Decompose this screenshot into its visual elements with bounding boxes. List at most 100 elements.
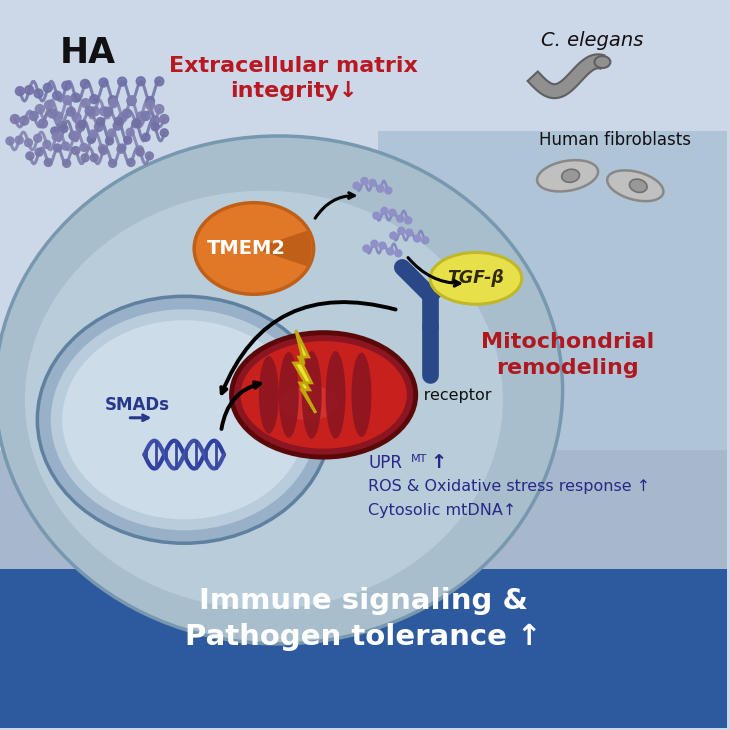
Circle shape (137, 148, 144, 156)
Polygon shape (0, 569, 727, 729)
Circle shape (118, 77, 126, 86)
Circle shape (146, 101, 155, 110)
Polygon shape (0, 450, 727, 569)
Circle shape (150, 116, 159, 125)
Ellipse shape (629, 179, 647, 193)
Circle shape (90, 95, 99, 104)
Circle shape (137, 112, 145, 121)
Circle shape (109, 99, 118, 107)
Ellipse shape (352, 353, 372, 437)
Circle shape (369, 180, 376, 186)
Polygon shape (528, 54, 604, 98)
Circle shape (108, 96, 118, 105)
Circle shape (142, 134, 150, 141)
Ellipse shape (279, 352, 299, 438)
Circle shape (60, 125, 68, 133)
Circle shape (72, 147, 80, 155)
Circle shape (127, 96, 137, 104)
Ellipse shape (51, 310, 318, 530)
Circle shape (15, 136, 23, 144)
Circle shape (397, 215, 404, 222)
Circle shape (109, 159, 117, 167)
Circle shape (137, 77, 145, 85)
Circle shape (76, 123, 85, 131)
Circle shape (145, 96, 155, 106)
Circle shape (106, 137, 114, 145)
Circle shape (91, 154, 99, 162)
Circle shape (69, 131, 77, 139)
Polygon shape (254, 231, 312, 266)
Ellipse shape (301, 351, 322, 439)
Ellipse shape (594, 56, 610, 68)
Circle shape (96, 118, 104, 126)
Ellipse shape (240, 341, 407, 449)
Circle shape (63, 159, 71, 167)
Circle shape (160, 115, 169, 123)
Text: HA: HA (60, 36, 116, 70)
Circle shape (381, 207, 388, 215)
Circle shape (43, 140, 51, 148)
Circle shape (363, 245, 370, 252)
Circle shape (117, 145, 125, 153)
Circle shape (80, 80, 90, 88)
Circle shape (10, 115, 20, 123)
Circle shape (54, 112, 63, 121)
Circle shape (395, 250, 402, 257)
Circle shape (53, 144, 61, 152)
Circle shape (127, 158, 135, 166)
Ellipse shape (37, 296, 331, 543)
Text: Extracellular matrix: Extracellular matrix (169, 56, 418, 77)
Ellipse shape (194, 203, 314, 294)
Circle shape (94, 123, 104, 131)
Text: MT: MT (411, 453, 428, 464)
Ellipse shape (62, 320, 306, 519)
Circle shape (39, 119, 47, 128)
Circle shape (123, 109, 131, 118)
Circle shape (385, 187, 392, 194)
Text: Cytosolic mtDNA↑: Cytosolic mtDNA↑ (369, 504, 517, 518)
Text: TGF-β receptor: TGF-β receptor (371, 388, 491, 403)
Circle shape (25, 85, 34, 94)
Text: ROS & Oxidative stress response ↑: ROS & Oxidative stress response ↑ (369, 480, 650, 494)
Circle shape (361, 177, 368, 185)
Circle shape (29, 112, 38, 120)
Circle shape (34, 134, 42, 142)
Circle shape (371, 240, 378, 247)
Circle shape (118, 113, 127, 122)
Circle shape (387, 248, 393, 255)
Circle shape (72, 93, 80, 102)
Circle shape (127, 96, 136, 105)
Circle shape (20, 116, 28, 125)
Circle shape (53, 133, 60, 141)
Circle shape (414, 235, 420, 242)
Circle shape (406, 229, 412, 236)
Circle shape (62, 81, 71, 91)
Circle shape (379, 242, 386, 249)
Circle shape (100, 107, 109, 116)
Circle shape (99, 78, 108, 87)
Circle shape (422, 237, 429, 244)
Circle shape (61, 142, 69, 150)
Circle shape (51, 127, 58, 135)
Circle shape (45, 158, 53, 166)
Text: Immune signaling &
Pathogen tolerance ↑: Immune signaling & Pathogen tolerance ↑ (185, 586, 542, 651)
Polygon shape (378, 131, 727, 450)
Circle shape (57, 121, 66, 130)
Circle shape (78, 120, 86, 128)
Circle shape (85, 107, 94, 115)
Circle shape (115, 118, 123, 125)
Circle shape (141, 112, 150, 120)
Circle shape (53, 91, 61, 100)
Circle shape (34, 89, 43, 98)
Polygon shape (293, 330, 315, 412)
Circle shape (35, 148, 43, 156)
Text: TMEM2: TMEM2 (207, 239, 285, 258)
Circle shape (26, 152, 34, 160)
Circle shape (6, 137, 14, 145)
Circle shape (88, 135, 95, 143)
Circle shape (404, 217, 412, 224)
Circle shape (80, 143, 88, 151)
Circle shape (390, 232, 397, 239)
Circle shape (133, 119, 141, 127)
Circle shape (118, 144, 126, 152)
